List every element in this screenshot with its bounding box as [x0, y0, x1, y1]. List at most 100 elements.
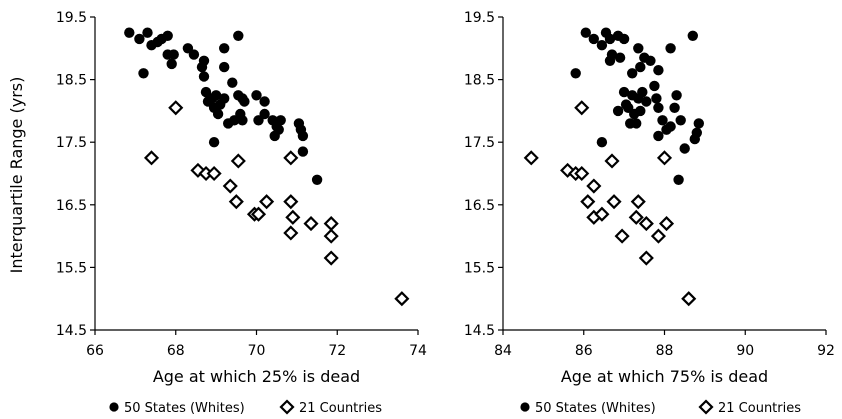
state-point — [580, 27, 591, 38]
state-point — [596, 40, 608, 51]
x-tick-label: 90 — [736, 343, 754, 359]
legend: 50 States (Whites) 21 Countries 50 State… — [109, 399, 801, 416]
state-point — [637, 86, 648, 98]
state-point — [239, 96, 250, 107]
country-point — [323, 250, 339, 266]
country-point — [658, 216, 675, 232]
state-point — [570, 68, 581, 79]
state-point — [653, 65, 664, 76]
legend-states-label: 50 States (Whites) — [124, 401, 245, 416]
x-tick-label: 84 — [494, 343, 512, 359]
state-point — [627, 68, 638, 79]
state-point — [297, 146, 309, 157]
state-point — [259, 108, 270, 120]
x-tick-label: 68 — [167, 343, 185, 359]
state-point — [641, 96, 652, 107]
state-point — [219, 43, 230, 54]
country-point — [630, 194, 646, 210]
state-point — [297, 130, 309, 142]
x-tick-label: 88 — [656, 343, 674, 359]
country-point — [283, 225, 299, 241]
x-tick-label: 72 — [328, 343, 346, 359]
state-point — [653, 102, 664, 114]
y-tick-label: 17.5 — [464, 135, 495, 151]
state-point — [124, 27, 135, 38]
x-tick-label: 66 — [86, 343, 104, 359]
y-tick-label: 18.5 — [464, 73, 495, 89]
state-point — [259, 96, 270, 107]
y-tick-label: 19.5 — [464, 10, 495, 26]
state-point — [251, 90, 262, 101]
state-point — [233, 30, 244, 41]
country-point — [394, 291, 410, 307]
y-tick-label: 14.5 — [56, 323, 87, 339]
state-point — [210, 90, 222, 101]
country-point — [586, 178, 602, 194]
state-point — [687, 30, 698, 41]
x-axis-title: Age at which 75% is dead — [561, 367, 768, 386]
y-tick-label: 18.5 — [56, 73, 87, 89]
state-point — [166, 58, 177, 70]
country-point — [323, 228, 339, 244]
country-point — [638, 216, 654, 232]
country-point — [604, 153, 620, 169]
state-point — [635, 105, 646, 117]
country-point — [283, 150, 299, 166]
y-tick-label: 16.5 — [56, 198, 87, 214]
state-point — [138, 68, 149, 79]
right-panel: 19.5 18.5 17.5 16.5 15.5 14.5 84 86 88 90 92 Age at… — [464, 10, 835, 386]
state-point — [614, 52, 626, 63]
state-point — [588, 33, 599, 45]
state-point — [618, 86, 630, 98]
country-point — [168, 100, 184, 116]
country-point — [574, 100, 590, 116]
legend-countries-marker — [279, 399, 295, 415]
state-point — [604, 33, 616, 45]
state-point — [669, 102, 680, 114]
state-point — [645, 55, 656, 66]
x-tick-label: 92 — [817, 343, 835, 359]
state-point — [689, 133, 700, 145]
country-point — [206, 165, 222, 182]
x-tick-label: 86 — [575, 343, 593, 359]
x-axis-title: Age at which 25% is dead — [153, 367, 360, 386]
state-point — [635, 61, 646, 73]
country-point — [628, 209, 644, 225]
state-point — [219, 61, 230, 73]
country-point — [250, 206, 267, 222]
legend-countries-label: 21 Countries — [299, 401, 382, 416]
country-point — [650, 228, 666, 244]
state-point — [671, 90, 682, 101]
y-tick-label: 15.5 — [464, 260, 495, 276]
state-point — [227, 77, 238, 88]
state-point — [693, 118, 704, 129]
x-tick-label: 74 — [409, 343, 427, 359]
state-point — [631, 118, 642, 129]
left-panel: 19.5 18.5 17.5 16.5 15.5 14.5 66 68 70 72 74 Age at… — [56, 10, 427, 386]
state-point — [237, 115, 248, 126]
state-point — [134, 33, 145, 45]
country-point — [222, 178, 238, 194]
y-tick-label: 16.5 — [464, 198, 495, 214]
y-tick-label: 19.5 — [56, 10, 87, 26]
state-point — [212, 108, 224, 120]
y-tick-label: 15.5 — [56, 260, 87, 276]
country-point — [614, 228, 630, 244]
state-point — [657, 115, 668, 126]
state-point — [633, 43, 644, 54]
state-point — [168, 49, 179, 60]
state-point — [162, 30, 173, 41]
country-point — [638, 250, 654, 266]
country-point — [259, 194, 275, 210]
legend-states-marker — [109, 402, 119, 412]
country-point — [230, 153, 246, 169]
legend-states-label: 50 States (Whites) — [535, 401, 656, 416]
country-point — [143, 150, 160, 166]
state-point — [673, 174, 684, 185]
state-point — [208, 137, 220, 148]
state-point — [665, 121, 676, 132]
legend-countries-label: 21 Countries — [718, 401, 801, 416]
state-point — [273, 124, 284, 135]
state-point — [196, 61, 208, 73]
